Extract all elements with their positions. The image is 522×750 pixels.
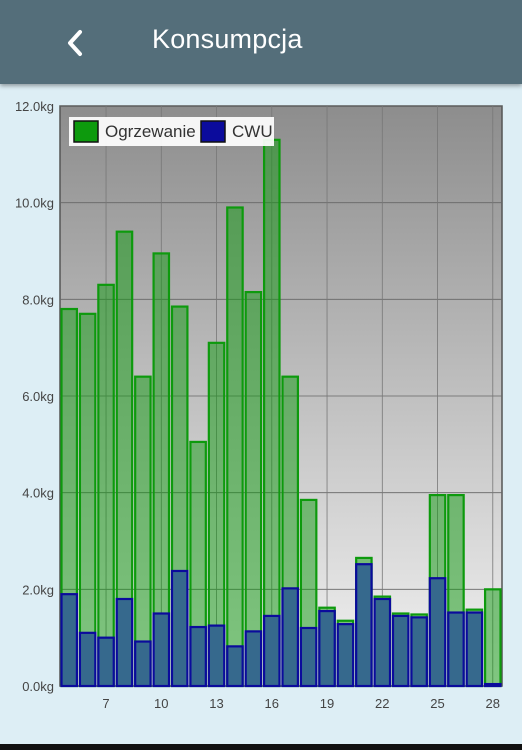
legend-box [69,117,274,146]
bar-cwu [189,625,207,688]
x-axis-ticks: 7 10 13 16 19 22 25 28 [102,696,500,711]
y-tick-label: 8.0kg [22,292,54,307]
bar-cwu [355,563,373,688]
x-tick-label: 16 [265,696,279,711]
y-tick-label: 4.0kg [22,486,54,501]
x-tick-label: 13 [209,696,223,711]
legend-swatch-ogrzewanie [73,120,99,143]
y-axis-ticks: 0.0kg 2.0kg 4.0kg 6.0kg 8.0kg 10.0kg 12.0kg [15,99,54,694]
y-tick-label: 6.0kg [22,389,54,404]
bar-cwu [78,631,97,688]
x-tick-label: 25 [430,696,444,711]
bar-cwu [134,640,152,688]
bar-cwu [428,577,447,688]
bar-cwu [281,587,300,688]
bar-cwu [483,682,502,688]
bar-cwu [391,614,410,688]
bar-cwu [465,611,484,688]
x-tick-label: 28 [486,696,500,711]
y-tick-label: 0.0kg [22,679,54,694]
x-tick-label: 19 [320,696,334,711]
legend-label-cwu: CWU [232,122,273,141]
chevron-left-icon [68,30,82,56]
bar-cwu [207,624,226,688]
series-cwu [60,563,502,688]
bar-ogrzewanie [134,375,152,688]
consumption-chart: 0.0kg 2.0kg 4.0kg 6.0kg 8.0kg 10.0kg 12.0kg 7 1… [0,94,522,716]
legend-label-ogrzewanie: Ogrzewanie [105,122,196,141]
bar-cwu [170,569,189,688]
bar-cwu [97,636,115,688]
bar-ogrzewanie [483,588,502,688]
bar-ogrzewanie [244,290,263,688]
bar-ogrzewanie [78,312,97,688]
x-tick-label: 10 [154,696,168,711]
bar-cwu [410,616,428,688]
bar-cwu [447,611,465,688]
bar-cwu [262,614,281,688]
y-tick-label: 12.0kg [15,99,54,114]
x-tick-label: 22 [375,696,389,711]
legend-swatch-cwu [200,120,226,143]
bar-cwu [336,623,355,688]
y-tick-label: 2.0kg [22,582,54,597]
bar-cwu [373,597,392,688]
y-tick-label: 10.0kg [15,196,54,211]
bar-cwu [318,609,336,688]
bar-cwu [152,612,171,688]
page-title: Konsumpcja [152,24,303,54]
system-nav-bar [0,744,522,750]
bar-cwu [299,626,318,688]
bar-ogrzewanie [226,206,244,688]
bar-ogrzewanie [262,138,281,688]
bar-cwu [244,630,263,688]
legend: Ogrzewanie CWU [69,117,274,146]
x-tick-label: 7 [102,696,109,711]
bar-cwu [115,597,134,688]
bar-chart-svg: 0.0kg 2.0kg 4.0kg 6.0kg 8.0kg 10.0kg 12.0kg 7 1… [15,99,503,711]
back-button[interactable] [50,18,100,68]
bar-cwu [226,645,244,688]
bar-cwu [60,593,79,688]
app-bar: Konsumpcja [0,0,522,84]
bar-ogrzewanie [97,283,115,688]
